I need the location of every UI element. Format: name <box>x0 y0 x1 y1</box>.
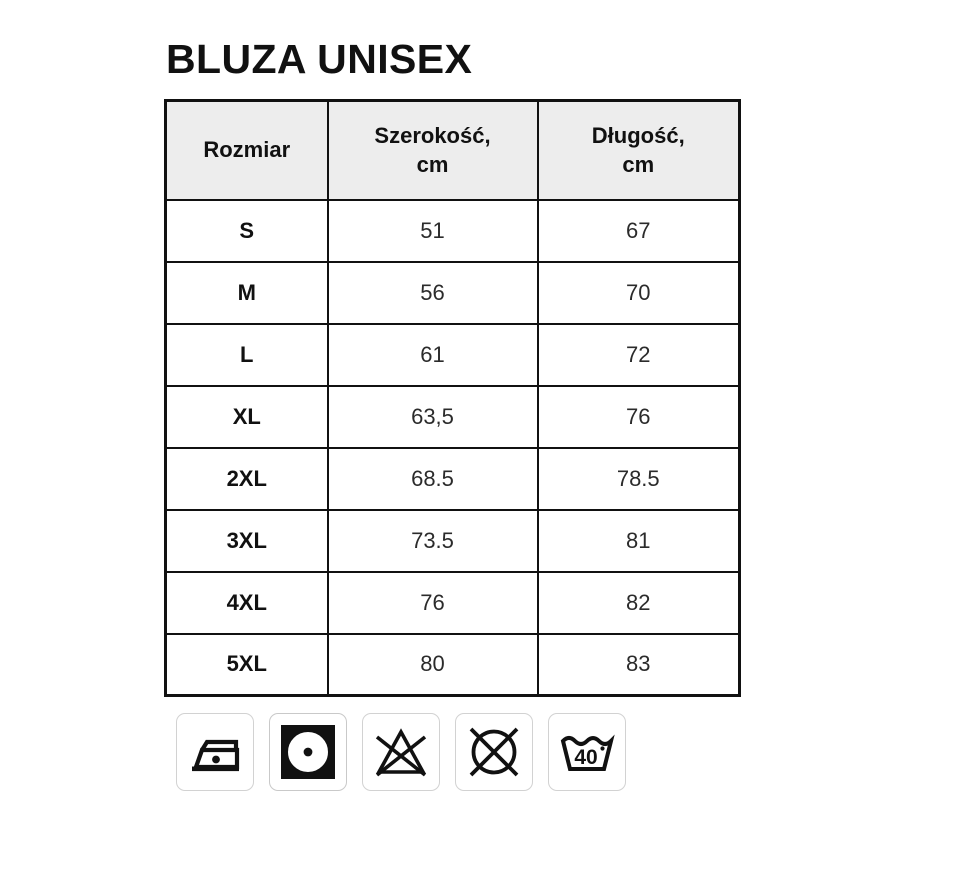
tumble-dry-low-icon <box>279 723 337 781</box>
column-header-length-label: Długość, <box>591 122 685 148</box>
cell-size: 2XL <box>164 446 329 511</box>
cell-size: XL <box>164 384 329 449</box>
care-symbol-do-not-dry-clean <box>455 713 533 792</box>
table-row: XL 63,5 76 <box>164 384 741 449</box>
wash-40-degrees-icon: 40 <box>558 729 616 775</box>
cell-length: 81 <box>536 508 741 573</box>
care-symbol-iron <box>176 713 254 792</box>
cell-size: S <box>164 198 329 263</box>
cell-size: 4XL <box>164 570 329 635</box>
table-row: 3XL 73.5 81 <box>164 508 741 573</box>
care-symbols-row: 40 <box>176 713 784 792</box>
table-header: Rozmiar Szerokość, cm Długość, cm <box>164 99 741 201</box>
page-title: BLUZA UNISEX <box>166 36 473 82</box>
cell-width: 56 <box>326 260 539 325</box>
table-row: L 61 72 <box>164 322 741 387</box>
wash-temperature-value: 40 <box>574 746 597 769</box>
iron-one-dot-icon <box>186 729 244 775</box>
cell-length: 83 <box>536 632 741 697</box>
size-chart-sheet: BLUZA UNISEX Rozmiar Szerokość, cm Długo… <box>164 36 784 792</box>
table-header-row: Rozmiar Szerokość, cm Długość, cm <box>164 99 741 201</box>
cell-size: 3XL <box>164 508 329 573</box>
cell-length: 67 <box>536 198 741 263</box>
cell-length: 70 <box>536 260 741 325</box>
table-row: 5XL 80 83 <box>164 632 741 697</box>
care-symbol-wash-temperature: 40 <box>548 713 626 792</box>
table-body: S 51 67 M 56 70 L 61 72 XL 63,5 76 2XL 6 <box>164 198 741 697</box>
cell-width: 68.5 <box>326 446 539 511</box>
cell-size: M <box>164 260 329 325</box>
cell-width: 51 <box>326 198 539 263</box>
table-row: M 56 70 <box>164 260 741 325</box>
cell-width: 80 <box>326 632 539 697</box>
column-header-width: Szerokość, cm <box>326 99 539 201</box>
table-row: 2XL 68.5 78.5 <box>164 446 741 511</box>
table-row: 4XL 76 82 <box>164 570 741 635</box>
cell-length: 76 <box>536 384 741 449</box>
cell-width: 61 <box>326 322 539 387</box>
cell-size: 5XL <box>164 632 329 697</box>
cell-width: 73.5 <box>326 508 539 573</box>
column-header-length: Długość, cm <box>536 99 741 201</box>
column-header-width-label: Szerokość, <box>374 122 491 148</box>
column-header-width-unit: cm <box>416 152 449 178</box>
size-chart-table: Rozmiar Szerokość, cm Długość, cm S 51 6… <box>164 99 741 698</box>
table-row: S 51 67 <box>164 198 741 263</box>
cell-length: 78.5 <box>536 446 741 511</box>
care-symbol-do-not-bleach <box>362 713 440 792</box>
do-not-dry-clean-icon <box>466 724 522 780</box>
care-symbol-tumble-dry <box>269 713 347 792</box>
cell-length: 72 <box>536 322 741 387</box>
column-header-size: Rozmiar <box>164 99 329 201</box>
cell-width: 63,5 <box>326 384 539 449</box>
cell-size: L <box>164 322 329 387</box>
column-header-length-unit: cm <box>622 152 655 178</box>
do-not-bleach-icon <box>373 726 429 778</box>
cell-width: 76 <box>326 570 539 635</box>
column-header-size-label: Rozmiar <box>203 137 291 163</box>
cell-length: 82 <box>536 570 741 635</box>
